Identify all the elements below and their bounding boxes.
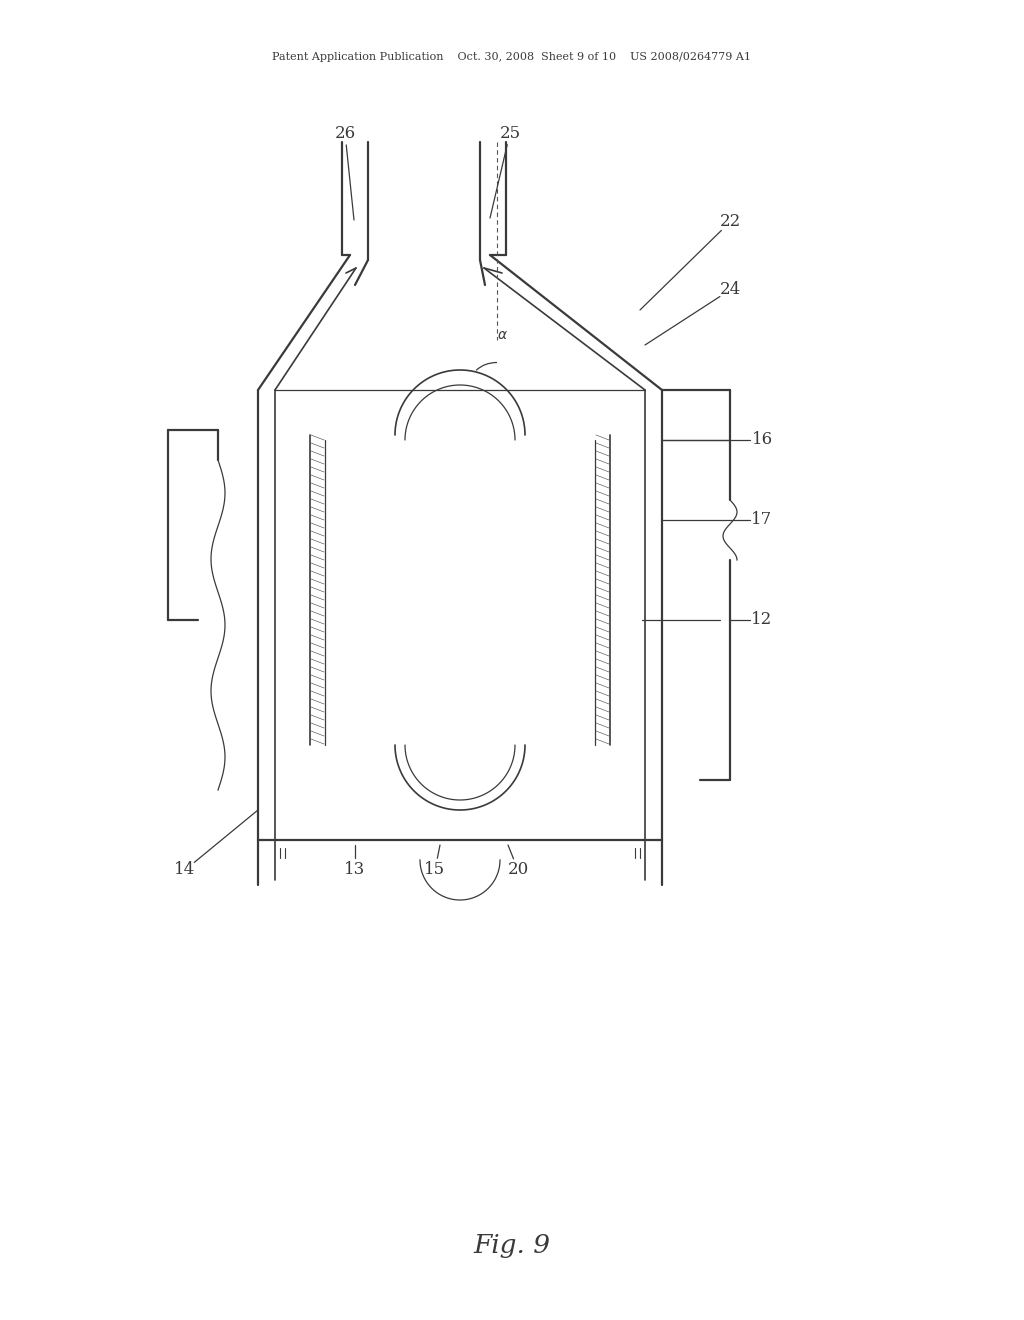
Text: 12: 12 (752, 611, 773, 628)
Text: 25: 25 (500, 124, 520, 141)
Text: 13: 13 (344, 862, 366, 879)
Text: 14: 14 (174, 862, 196, 879)
Text: 24: 24 (720, 281, 740, 298)
Text: $\alpha$: $\alpha$ (497, 327, 508, 342)
Text: Fig. 9: Fig. 9 (473, 1233, 551, 1258)
Text: 20: 20 (507, 862, 528, 879)
Text: 26: 26 (335, 124, 355, 141)
Text: 15: 15 (424, 862, 445, 879)
Text: 16: 16 (752, 432, 772, 449)
Text: 22: 22 (720, 214, 740, 231)
Text: 17: 17 (752, 511, 773, 528)
Text: Patent Application Publication    Oct. 30, 2008  Sheet 9 of 10    US 2008/026477: Patent Application Publication Oct. 30, … (272, 51, 752, 62)
